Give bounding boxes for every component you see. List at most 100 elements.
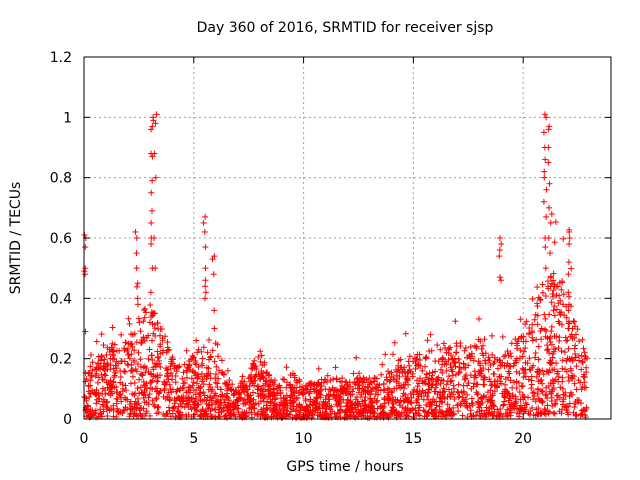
data-point bbox=[89, 359, 96, 366]
data-point bbox=[436, 403, 443, 410]
data-point bbox=[539, 289, 546, 296]
data-point bbox=[516, 410, 523, 417]
data-point bbox=[479, 342, 486, 349]
data-point bbox=[121, 345, 128, 352]
data-point bbox=[558, 286, 565, 293]
data-point bbox=[212, 379, 219, 386]
spike-point bbox=[202, 244, 209, 251]
data-point bbox=[563, 358, 570, 365]
data-point bbox=[520, 396, 527, 403]
data-point bbox=[559, 365, 566, 372]
data-point bbox=[147, 302, 154, 309]
data-point bbox=[211, 358, 218, 365]
data-point bbox=[293, 377, 300, 384]
data-point bbox=[559, 374, 566, 381]
data-point bbox=[404, 376, 411, 383]
data-point bbox=[548, 280, 555, 287]
data-point bbox=[503, 388, 510, 395]
data-point bbox=[354, 401, 361, 408]
data-point bbox=[414, 377, 421, 384]
data-point bbox=[331, 392, 338, 399]
data-point bbox=[531, 316, 538, 323]
spike-point bbox=[496, 253, 503, 260]
data-point bbox=[100, 342, 107, 349]
data-point bbox=[153, 394, 160, 401]
data-point bbox=[520, 348, 527, 355]
data-point bbox=[86, 369, 93, 376]
data-point bbox=[510, 379, 517, 386]
data-point bbox=[153, 363, 160, 370]
data-point bbox=[572, 331, 579, 338]
data-point bbox=[132, 404, 139, 411]
data-point bbox=[561, 349, 568, 356]
data-point bbox=[486, 376, 493, 383]
data-point bbox=[141, 382, 148, 389]
data-point bbox=[433, 382, 440, 389]
data-point bbox=[478, 345, 485, 352]
data-point bbox=[448, 364, 455, 371]
spike-point bbox=[540, 198, 547, 205]
data-point bbox=[324, 372, 331, 379]
data-point bbox=[398, 364, 405, 371]
data-point bbox=[560, 235, 567, 242]
data-point bbox=[139, 372, 146, 379]
data-point bbox=[569, 372, 576, 379]
data-point bbox=[199, 355, 206, 362]
data-point bbox=[353, 354, 360, 361]
data-point bbox=[414, 383, 421, 390]
data-point bbox=[579, 359, 586, 366]
data-point bbox=[108, 388, 115, 395]
data-point bbox=[545, 285, 552, 292]
data-point bbox=[430, 395, 437, 402]
data-point bbox=[283, 384, 290, 391]
data-point bbox=[535, 386, 542, 393]
data-point bbox=[338, 386, 345, 393]
data-point bbox=[535, 395, 542, 402]
data-point bbox=[494, 356, 501, 363]
data-point bbox=[258, 406, 265, 413]
data-point bbox=[395, 380, 402, 387]
data-point bbox=[572, 342, 579, 349]
data-point bbox=[164, 372, 171, 379]
data-point bbox=[109, 340, 116, 347]
data-point bbox=[415, 407, 422, 414]
data-point bbox=[291, 390, 298, 397]
data-point bbox=[112, 369, 119, 376]
data-point bbox=[548, 388, 555, 395]
spike-point bbox=[202, 277, 209, 284]
data-point bbox=[534, 284, 541, 291]
data-point bbox=[313, 399, 320, 406]
data-point bbox=[292, 414, 299, 421]
data-point bbox=[164, 339, 171, 346]
data-point bbox=[507, 412, 514, 419]
data-point bbox=[254, 411, 261, 418]
data-point bbox=[281, 406, 288, 413]
data-point bbox=[491, 371, 498, 378]
data-point bbox=[426, 403, 433, 410]
data-point bbox=[248, 371, 255, 378]
data-point bbox=[310, 412, 317, 419]
data-point bbox=[581, 379, 588, 386]
data-point bbox=[529, 321, 536, 328]
data-point bbox=[299, 391, 306, 398]
x-tick-label: 5 bbox=[189, 431, 198, 447]
spike-point bbox=[545, 204, 552, 211]
plot-frame bbox=[83, 56, 612, 420]
data-point bbox=[343, 388, 350, 395]
data-point bbox=[157, 350, 164, 357]
data-point bbox=[579, 358, 586, 365]
data-point bbox=[440, 385, 447, 392]
data-point bbox=[291, 395, 298, 402]
data-point bbox=[361, 405, 368, 412]
data-point bbox=[240, 412, 247, 419]
data-point bbox=[504, 360, 511, 367]
data-point bbox=[412, 366, 419, 373]
data-point bbox=[142, 309, 149, 316]
data-point bbox=[167, 413, 174, 420]
data-point bbox=[577, 379, 584, 386]
data-point bbox=[473, 345, 480, 352]
data-point bbox=[86, 413, 93, 420]
spike-point bbox=[211, 325, 218, 332]
spike-point bbox=[546, 180, 553, 187]
data-point bbox=[122, 382, 129, 389]
